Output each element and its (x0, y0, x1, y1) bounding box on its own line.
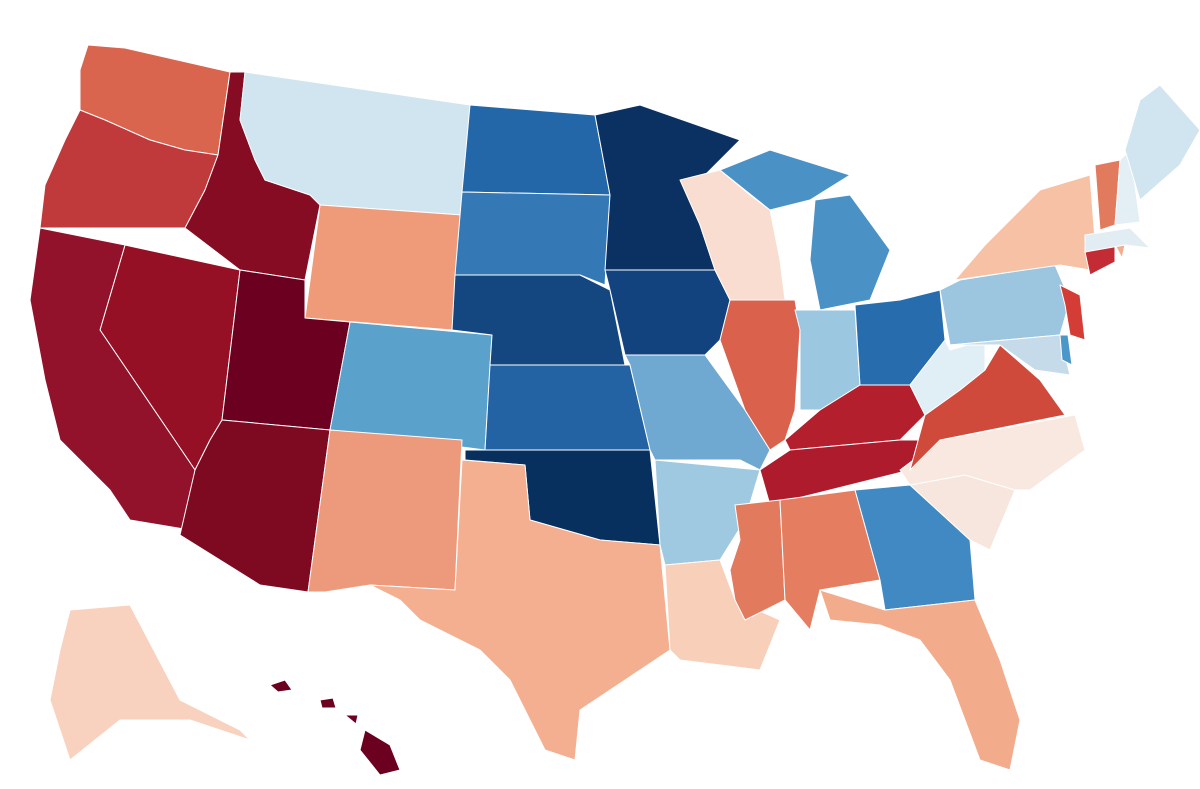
region (454, 191, 611, 286)
region (729, 499, 786, 621)
region (809, 194, 891, 311)
region (484, 364, 651, 451)
region (819, 589, 1021, 771)
region (909, 339, 986, 416)
region (664, 559, 781, 671)
region (369, 459, 671, 761)
region (319, 697, 337, 709)
region (49, 604, 251, 761)
region (344, 714, 359, 725)
region (1084, 227, 1151, 253)
region (954, 174, 1096, 281)
region (307, 429, 463, 593)
region (1059, 334, 1073, 366)
region (604, 269, 731, 356)
region (899, 414, 1086, 491)
region (1124, 84, 1200, 201)
region (461, 104, 611, 196)
region (304, 204, 463, 331)
region (1059, 284, 1086, 341)
region (269, 679, 293, 693)
region (624, 354, 771, 471)
region (719, 149, 851, 211)
region (949, 334, 1071, 376)
region (359, 729, 401, 776)
region (29, 227, 196, 531)
region (329, 321, 493, 451)
